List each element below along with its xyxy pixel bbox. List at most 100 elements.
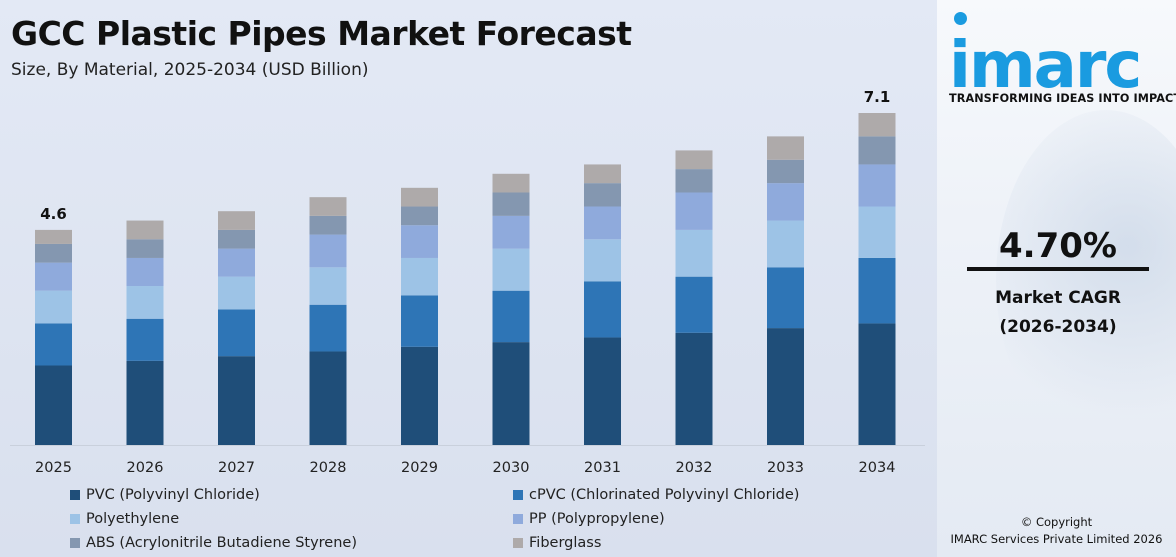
brand-sidebar: imarc bbox=[937, 0, 1176, 557]
bar-segment-2034-5 bbox=[858, 113, 896, 137]
legend-swatch bbox=[513, 514, 523, 524]
bar-segment-2026-4 bbox=[126, 239, 164, 258]
bar-segment-2032-1 bbox=[675, 276, 713, 333]
bar-segment-2034-0 bbox=[858, 323, 896, 445]
stacked-bar-chart: 2025 4.6 2026 2027 2028 2029 2030 2031 2032 2033 2… bbox=[10, 88, 925, 476]
logo-text: imarc bbox=[949, 29, 1142, 103]
bar-segment-2027-3 bbox=[218, 248, 255, 277]
bar-segment-2028-1 bbox=[309, 304, 347, 352]
x-tick-label: 2026 bbox=[127, 460, 164, 476]
bar-segment-2032-4 bbox=[675, 169, 713, 193]
bar-segment-2033-1 bbox=[767, 267, 804, 329]
legend-item: cPVC (Chlorinated Polyvinyl Chloride) bbox=[513, 487, 799, 503]
bar-segment-2034-2 bbox=[858, 206, 896, 258]
bar-segment-2033-0 bbox=[767, 328, 804, 445]
legend-item: PP (Polypropylene) bbox=[513, 511, 665, 527]
bar-segment-2033-4 bbox=[767, 159, 804, 184]
x-tick-label: 2032 bbox=[676, 460, 713, 476]
bar-segment-2032-2 bbox=[675, 229, 713, 277]
bar-segment-2025-2 bbox=[35, 290, 72, 324]
bar-segment-2028-4 bbox=[309, 215, 347, 235]
bar-segment-2027-1 bbox=[218, 309, 255, 357]
bar-segment-2034-4 bbox=[858, 136, 896, 165]
legend-item: PVC (Polyvinyl Chloride) bbox=[70, 487, 260, 503]
bar-segment-2025-3 bbox=[35, 262, 72, 291]
legend-swatch bbox=[70, 538, 80, 548]
bar-segment-2025-0 bbox=[35, 365, 72, 445]
bar-segment-2030-1 bbox=[492, 290, 530, 343]
bar-segment-2032-3 bbox=[675, 192, 713, 230]
bar-segment-2029-3 bbox=[401, 225, 438, 258]
total-data-label: 4.6 bbox=[40, 205, 67, 223]
x-tick-label: 2027 bbox=[218, 460, 255, 476]
bar-segment-2028-0 bbox=[309, 351, 347, 445]
bar-segment-2033-2 bbox=[767, 220, 804, 268]
legend-item: Polyethylene bbox=[70, 511, 179, 527]
bar-segment-2034-1 bbox=[858, 257, 896, 324]
x-tick-label: 2034 bbox=[859, 460, 896, 476]
bar-segment-2031-0 bbox=[584, 337, 621, 445]
bar-segment-2033-5 bbox=[767, 136, 804, 160]
bar-segment-2030-0 bbox=[492, 342, 530, 445]
total-data-label: 7.1 bbox=[864, 88, 891, 106]
legend-label: ABS (Acrylonitrile Butadiene Styrene) bbox=[86, 535, 357, 551]
bar-segment-2030-4 bbox=[492, 192, 530, 216]
bar-segment-2026-5 bbox=[126, 220, 164, 240]
legend-label: Fiberglass bbox=[529, 535, 602, 551]
bar-segment-2030-3 bbox=[492, 215, 530, 249]
x-tick-label: 2025 bbox=[35, 460, 72, 476]
bar-segment-2025-5 bbox=[35, 229, 72, 244]
x-tick-label: 2030 bbox=[493, 460, 530, 476]
cagr-value: 4.70% bbox=[999, 226, 1117, 266]
bar-segment-2031-2 bbox=[584, 239, 621, 282]
cagr-label: Market CAGR (2026-2034) bbox=[967, 284, 1149, 342]
copyright: © Copyright IMARC Services Private Limit… bbox=[937, 514, 1176, 548]
background-decoration bbox=[996, 110, 1176, 450]
logo-dot-icon bbox=[954, 12, 967, 25]
bar-segment-2028-2 bbox=[309, 267, 347, 305]
bar-segment-2025-1 bbox=[35, 323, 72, 366]
legend-swatch bbox=[513, 538, 523, 548]
chart-subtitle: Size, By Material, 2025-2034 (USD Billio… bbox=[11, 60, 369, 80]
bar-segment-2027-4 bbox=[218, 229, 255, 249]
bar-segment-2029-4 bbox=[401, 206, 438, 226]
legend-swatch bbox=[70, 490, 80, 500]
legend-swatch bbox=[513, 490, 523, 500]
x-tick-label: 2031 bbox=[584, 460, 621, 476]
copyright-line-1: © Copyright bbox=[1020, 515, 1093, 529]
legend-swatch bbox=[70, 514, 80, 524]
bar-segment-2029-0 bbox=[401, 346, 438, 445]
legend-label: Polyethylene bbox=[86, 511, 180, 527]
bar-segment-2033-3 bbox=[767, 183, 804, 221]
legend-label: PVC (Polyvinyl Chloride) bbox=[86, 487, 260, 503]
bar-segment-2028-3 bbox=[309, 234, 347, 268]
bar-segment-2027-0 bbox=[218, 356, 255, 445]
bar-segment-2029-1 bbox=[401, 295, 438, 347]
bar-segment-2028-5 bbox=[309, 197, 347, 216]
chart-title: GCC Plastic Pipes Market Forecast bbox=[11, 14, 632, 53]
bar-segment-2030-5 bbox=[492, 173, 530, 193]
bar-segment-2026-0 bbox=[126, 360, 164, 445]
bar-segment-2025-4 bbox=[35, 243, 72, 263]
x-tick-label: 2028 bbox=[310, 460, 347, 476]
legend-label: cPVC (Chlorinated Polyvinyl Chloride) bbox=[529, 487, 800, 503]
bar-segment-2034-3 bbox=[858, 164, 896, 207]
legend-item: ABS (Acrylonitrile Butadiene Styrene) bbox=[70, 535, 357, 551]
bar-segment-2029-5 bbox=[401, 187, 438, 207]
x-tick-label: 2029 bbox=[401, 460, 438, 476]
bar-segment-2027-2 bbox=[218, 276, 255, 310]
bar-segment-2032-5 bbox=[675, 150, 713, 170]
cagr-label-line-2: (2026-2034) bbox=[999, 317, 1117, 337]
copyright-line-2: IMARC Services Private Limited 2026 bbox=[950, 532, 1163, 546]
bar-segment-2026-1 bbox=[126, 318, 164, 361]
bar-segment-2031-1 bbox=[584, 281, 621, 338]
chart-panel: GCC Plastic Pipes Market Forecast Size, … bbox=[0, 0, 937, 557]
bar-segment-2029-2 bbox=[401, 257, 438, 296]
bar-segment-2030-2 bbox=[492, 248, 530, 291]
cagr-divider bbox=[967, 267, 1149, 271]
bar-segment-2031-4 bbox=[584, 183, 621, 207]
bar-segment-2026-2 bbox=[126, 286, 164, 319]
legend-label: PP (Polypropylene) bbox=[529, 511, 665, 527]
bar-segment-2031-3 bbox=[584, 206, 621, 240]
bar-segment-2032-0 bbox=[675, 332, 713, 445]
